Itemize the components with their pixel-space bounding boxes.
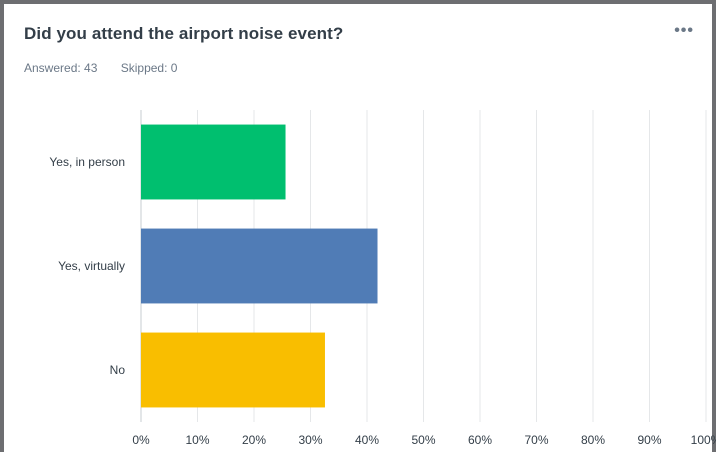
more-options-icon[interactable]: ••• xyxy=(674,22,694,39)
x-tick-label: 20% xyxy=(242,433,266,447)
x-tick-label: 40% xyxy=(355,433,379,447)
x-tick-label: 60% xyxy=(468,433,492,447)
x-tick-label: 50% xyxy=(411,433,435,447)
x-tick-label: 100% xyxy=(691,433,716,447)
category-label: Yes, in person xyxy=(49,155,125,169)
skipped-count: Skipped: 0 xyxy=(120,61,178,75)
x-tick-label: 90% xyxy=(637,433,661,447)
bar-no[interactable] xyxy=(141,332,325,408)
question-title: Did you attend the airport noise event? xyxy=(24,24,344,43)
x-tick-label: 70% xyxy=(524,433,548,447)
answered-count: Answered: 43 xyxy=(24,61,98,75)
x-tick-label: 80% xyxy=(581,433,605,447)
bar-yes-virtually[interactable] xyxy=(141,228,378,304)
x-tick-label: 0% xyxy=(132,433,150,447)
category-label: Yes, virtually xyxy=(58,259,125,273)
category-label: No xyxy=(110,363,126,377)
response-stats: Answered: 43 Skipped: 0 xyxy=(24,61,177,75)
x-tick-label: 30% xyxy=(298,433,322,447)
x-tick-label: 10% xyxy=(185,433,209,447)
bar-yes-in-person[interactable] xyxy=(141,124,286,200)
